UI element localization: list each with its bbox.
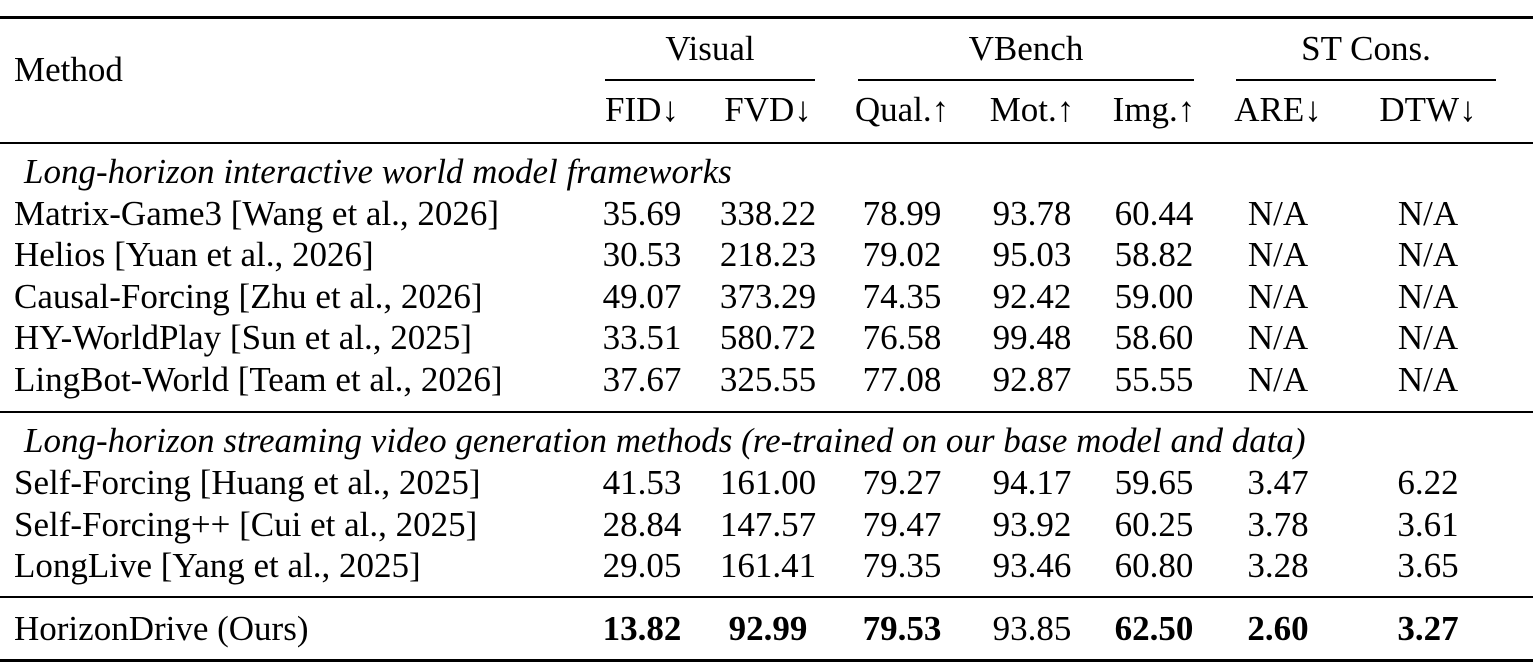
- method-cell: LingBot-World [Team et al., 2026]: [14, 360, 503, 399]
- section-title: Long-horizon streaming video generation …: [24, 421, 1306, 460]
- value-cell: 92.99: [728, 609, 808, 648]
- method-cell: Self-Forcing [Huang et al., 2025]: [14, 463, 481, 502]
- value-cell: N/A: [1247, 360, 1309, 399]
- value-cell: 13.82: [602, 609, 682, 648]
- col-header-dtw: DTW↓: [1379, 90, 1477, 129]
- value-cell: 161.41: [719, 546, 817, 585]
- value-cell: N/A: [1397, 194, 1459, 233]
- col-header-fvd: FVD↓: [724, 90, 812, 129]
- value-cell: N/A: [1247, 235, 1309, 274]
- method-cell: Matrix-Game3 [Wang et al., 2026]: [14, 194, 500, 233]
- value-cell: 78.99: [862, 194, 942, 233]
- value-cell: N/A: [1397, 318, 1459, 357]
- value-cell: 74.35: [862, 277, 942, 316]
- value-cell: 79.53: [862, 609, 942, 648]
- value-cell: 77.08: [862, 360, 942, 399]
- col-header-fid: FID↓: [605, 90, 679, 129]
- value-cell: 99.48: [992, 318, 1072, 357]
- value-cell: 60.25: [1114, 505, 1194, 544]
- value-cell: N/A: [1247, 194, 1309, 233]
- method-cell: Causal-Forcing [Zhu et al., 2026]: [14, 277, 483, 316]
- value-cell: 41.53: [602, 463, 682, 502]
- value-cell: 55.55: [1114, 360, 1194, 399]
- col-header-qual: Qual.↑: [854, 90, 950, 129]
- value-cell: 59.00: [1114, 277, 1194, 316]
- value-cell: 147.57: [719, 505, 817, 544]
- method-cell: Helios [Yuan et al., 2026]: [14, 235, 374, 274]
- value-cell: 93.85: [992, 609, 1072, 648]
- method-header: Method: [14, 50, 123, 89]
- value-cell: 325.55: [719, 360, 817, 399]
- value-cell: 3.61: [1397, 505, 1459, 544]
- value-cell: N/A: [1247, 318, 1309, 357]
- value-cell: 62.50: [1114, 609, 1194, 648]
- method-cell: LongLive [Yang et al., 2025]: [14, 546, 421, 585]
- col-header-img: Img.↑: [1112, 90, 1196, 129]
- col-header-mot: Mot.↑: [989, 90, 1075, 129]
- value-cell: 95.03: [992, 235, 1072, 274]
- value-cell: 79.35: [862, 546, 942, 585]
- value-cell: 60.80: [1114, 546, 1194, 585]
- value-cell: 161.00: [719, 463, 817, 502]
- vbench-group-rule: [858, 79, 1194, 81]
- value-cell: 79.47: [862, 505, 942, 544]
- value-cell: 37.67: [602, 360, 682, 399]
- top-rule: [0, 16, 1533, 19]
- value-cell: 338.22: [719, 194, 817, 233]
- value-cell: 3.27: [1397, 609, 1459, 648]
- stcons-group-header: ST Cons.: [1301, 29, 1431, 68]
- value-cell: 3.47: [1247, 463, 1309, 502]
- value-cell: 30.53: [602, 235, 682, 274]
- value-cell: 76.58: [862, 318, 942, 357]
- value-cell: 3.28: [1247, 546, 1309, 585]
- value-cell: 92.87: [992, 360, 1072, 399]
- value-cell: 6.22: [1397, 463, 1459, 502]
- col-header-are: ARE↓: [1234, 90, 1322, 129]
- value-cell: 58.60: [1114, 318, 1194, 357]
- value-cell: 58.82: [1114, 235, 1194, 274]
- value-cell: 94.17: [992, 463, 1072, 502]
- method-cell: HY-WorldPlay [Sun et al., 2025]: [14, 318, 472, 357]
- value-cell: 3.65: [1397, 546, 1459, 585]
- value-cell: 79.27: [862, 463, 942, 502]
- visual-group-header: Visual: [665, 29, 755, 68]
- value-cell: 93.46: [992, 546, 1072, 585]
- value-cell: N/A: [1247, 277, 1309, 316]
- value-cell: N/A: [1397, 235, 1459, 274]
- value-cell: 373.29: [719, 277, 817, 316]
- value-cell: 60.44: [1114, 194, 1194, 233]
- method-cell: HorizonDrive (Ours): [14, 609, 309, 648]
- value-cell: N/A: [1397, 360, 1459, 399]
- value-cell: 49.07: [602, 277, 682, 316]
- value-cell: 93.92: [992, 505, 1072, 544]
- value-cell: 35.69: [602, 194, 682, 233]
- value-cell: 218.23: [719, 235, 817, 274]
- value-cell: 92.42: [992, 277, 1072, 316]
- value-cell: 28.84: [602, 505, 682, 544]
- value-cell: 3.78: [1247, 505, 1309, 544]
- value-cell: 79.02: [862, 235, 942, 274]
- value-cell: 59.65: [1114, 463, 1194, 502]
- ours-divider-rule: [0, 596, 1533, 598]
- value-cell: 29.05: [602, 546, 682, 585]
- section-title: Long-horizon interactive world model fra…: [24, 152, 732, 191]
- header-bottom-rule: [0, 142, 1533, 144]
- value-cell: 2.60: [1247, 609, 1309, 648]
- visual-group-rule: [605, 79, 815, 81]
- stcons-group-rule: [1236, 79, 1496, 81]
- value-cell: 33.51: [602, 318, 682, 357]
- bottom-rule: [0, 659, 1533, 662]
- value-cell: 580.72: [719, 318, 817, 357]
- value-cell: 93.78: [992, 194, 1072, 233]
- value-cell: N/A: [1397, 277, 1459, 316]
- section-divider-rule: [0, 411, 1533, 413]
- vbench-group-header: VBench: [968, 29, 1084, 68]
- method-cell: Self-Forcing++ [Cui et al., 2025]: [14, 505, 478, 544]
